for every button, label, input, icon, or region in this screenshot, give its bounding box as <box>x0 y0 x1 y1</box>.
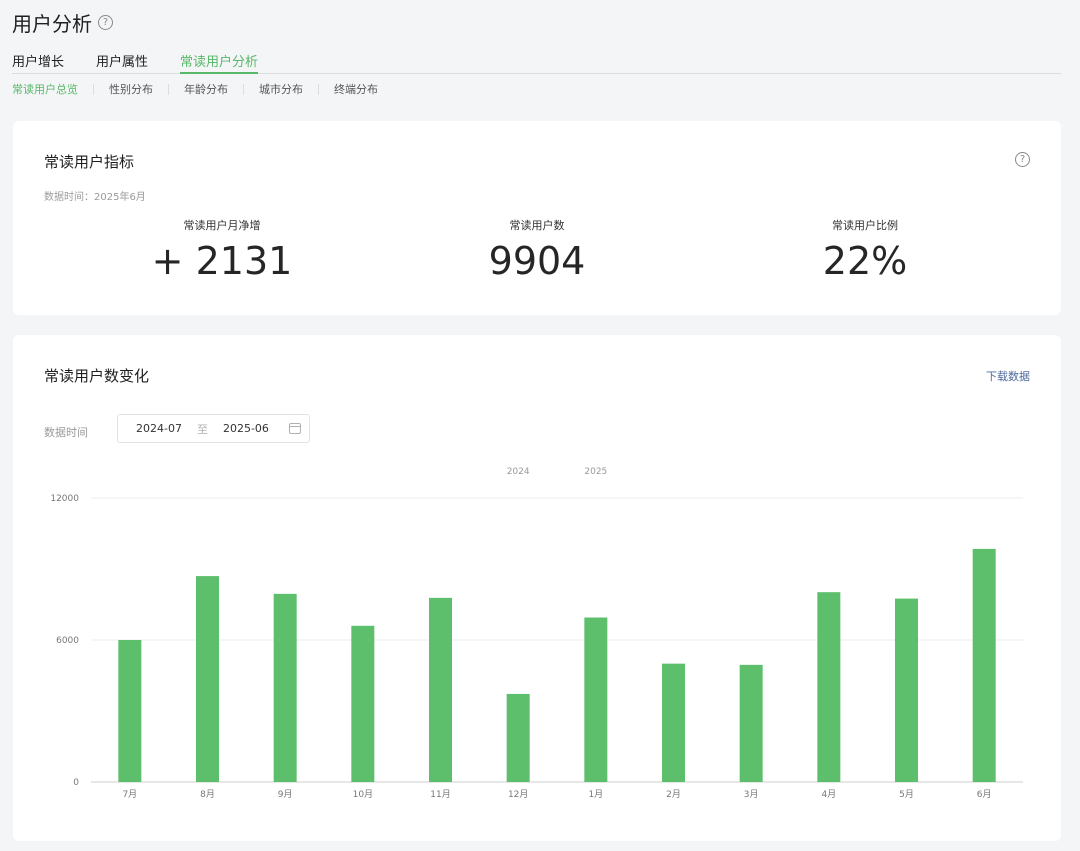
bar-chart: 0 6000 12000 2024 2025 7月 8月 9月 10月 11月 12月 1月 2月 3月 4… <box>50 467 1023 800</box>
metric-value: + 2131 <box>151 239 293 283</box>
data-time: 数据时间：2025年6月 <box>44 192 146 203</box>
trend-card: 常读用户数变化 下载数据 数据时间 2024-07 至 2025-06 0 600… <box>13 335 1061 841</box>
year-label: 2025 <box>584 467 607 477</box>
metric-user-count: 常读用户数 9904 <box>427 217 647 283</box>
bar <box>662 663 685 782</box>
download-data-link[interactable]: 下载数据 <box>986 370 1030 383</box>
sub-tabs: 常读用户总览 性别分布 年龄分布 城市分布 终端分布 <box>12 81 378 97</box>
metrics-help-icon[interactable]: ? <box>1015 152 1030 167</box>
x-tick-label: 5月 <box>899 789 914 800</box>
bar <box>895 598 918 782</box>
main-tabs: 用户增长 用户属性 常读用户分析 <box>12 51 1061 74</box>
x-tick-label: 4月 <box>821 789 836 800</box>
divider <box>168 83 169 95</box>
calendar-icon[interactable] <box>289 423 301 434</box>
x-tick-label: 3月 <box>744 789 759 800</box>
bar <box>739 664 763 782</box>
x-tick-label: 1月 <box>588 789 603 800</box>
metric-label: 常读用户数 <box>509 219 565 232</box>
metric-value: 9904 <box>488 239 586 283</box>
metric-label: 常读用户比例 <box>832 219 898 232</box>
year-label: 2024 <box>507 467 530 477</box>
x-tick-label: 7月 <box>122 789 137 800</box>
x-tick-label: 8月 <box>200 789 215 800</box>
metrics-card: 常读用户指标 ? 数据时间：2025年6月 常读用户月净增 + 2131 常读用… <box>13 121 1061 315</box>
x-tick-label: 2月 <box>666 789 681 800</box>
metric-net-increase: 常读用户月净增 + 2131 <box>112 217 332 283</box>
subtab-age[interactable]: 年龄分布 <box>184 83 228 96</box>
x-tick-label: 6月 <box>977 789 992 800</box>
page-title-text: 用户分析 <box>12 12 92 36</box>
bar <box>817 592 841 782</box>
bar <box>972 548 996 782</box>
y-tick-label: 6000 <box>56 636 79 646</box>
divider <box>243 83 244 95</box>
bar <box>584 617 608 782</box>
x-tick-label: 10月 <box>353 789 373 800</box>
range-separator: 至 <box>196 422 208 436</box>
y-tick-label: 0 <box>73 778 79 788</box>
metric-user-ratio: 常读用户比例 22% <box>755 217 975 283</box>
x-tick-label: 11月 <box>430 789 450 800</box>
divider <box>93 83 94 95</box>
trend-card-title: 常读用户数变化 <box>44 367 150 385</box>
y-tick-label: 12000 <box>50 494 79 504</box>
date-range-picker[interactable]: 2024-07 至 2025-06 <box>117 414 310 443</box>
metric-label: 常读用户月净增 <box>183 219 261 232</box>
bar <box>196 576 219 782</box>
page-title: 用户分析 ? <box>12 8 113 37</box>
subtab-city[interactable]: 城市分布 <box>259 83 303 96</box>
subtab-device[interactable]: 终端分布 <box>334 83 378 96</box>
bar <box>118 640 142 782</box>
range-start[interactable]: 2024-07 <box>136 422 182 435</box>
range-end[interactable]: 2025-06 <box>222 422 269 435</box>
bar <box>429 597 452 782</box>
date-range-label: 数据时间 <box>44 426 88 439</box>
tab-user-growth[interactable]: 用户增长 <box>12 55 65 70</box>
tab-user-attributes[interactable]: 用户属性 <box>96 55 149 70</box>
help-icon[interactable]: ? <box>98 15 113 30</box>
x-tick-label: 12月 <box>508 789 528 800</box>
divider <box>318 83 319 95</box>
bar <box>273 593 297 782</box>
x-tick-label: 9月 <box>278 789 293 800</box>
subtab-gender[interactable]: 性别分布 <box>109 83 153 96</box>
metrics-card-title: 常读用户指标 <box>44 153 135 171</box>
tab-frequent-user-analysis[interactable]: 常读用户分析 <box>180 51 259 74</box>
subtab-overview[interactable]: 常读用户总览 <box>12 83 78 96</box>
bar <box>351 625 375 782</box>
bar <box>506 693 530 782</box>
metric-value: 22% <box>822 239 908 283</box>
